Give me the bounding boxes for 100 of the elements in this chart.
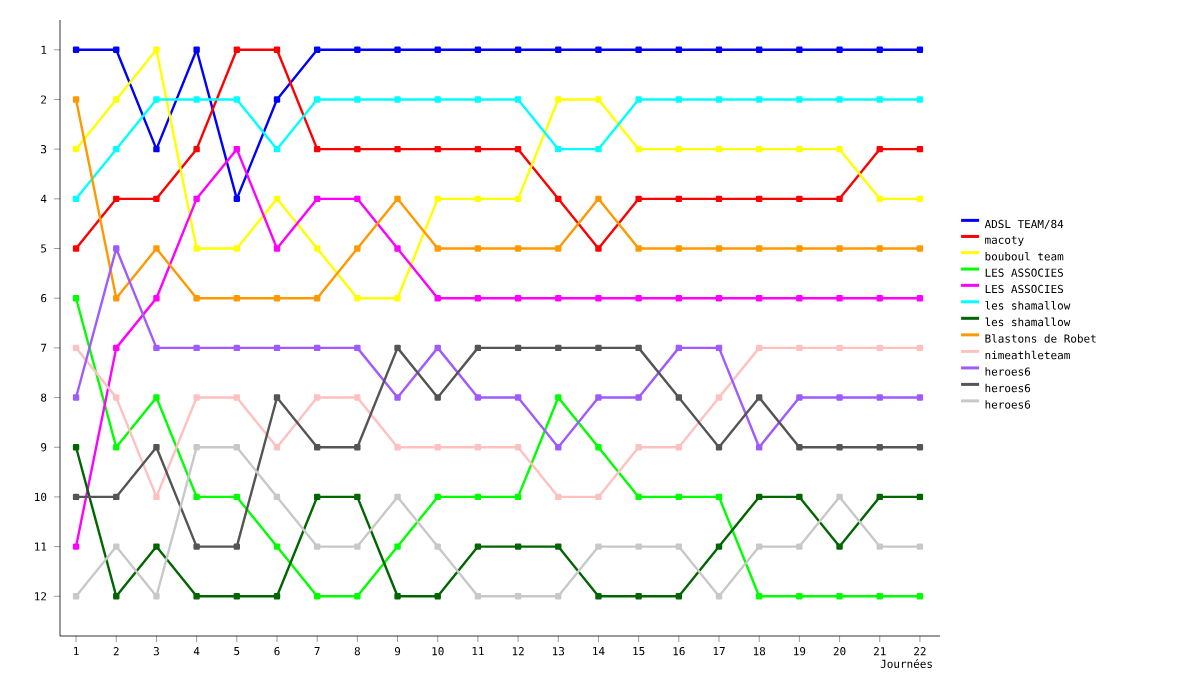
point	[796, 394, 803, 401]
point	[394, 543, 401, 550]
point	[555, 96, 562, 103]
point	[153, 593, 160, 600]
point	[876, 145, 883, 153]
point	[595, 593, 602, 600]
point	[755, 145, 763, 153]
point	[113, 96, 120, 103]
point	[555, 394, 562, 401]
point	[273, 543, 281, 550]
point	[153, 245, 160, 252]
point	[555, 295, 562, 302]
point	[715, 444, 723, 451]
point	[313, 46, 321, 53]
point	[635, 444, 642, 451]
point	[233, 493, 240, 501]
point	[313, 493, 321, 501]
point	[113, 543, 120, 550]
point	[233, 444, 240, 451]
point	[434, 493, 441, 501]
point	[72, 444, 80, 451]
point	[273, 96, 281, 103]
point	[313, 295, 321, 302]
point	[755, 245, 763, 252]
point	[755, 493, 763, 501]
point	[836, 543, 843, 550]
point	[153, 195, 160, 203]
point	[394, 46, 401, 53]
point	[193, 593, 200, 600]
point	[555, 145, 562, 153]
point	[796, 344, 803, 352]
point	[876, 245, 883, 252]
point	[434, 543, 441, 550]
point	[755, 394, 763, 401]
point	[273, 145, 281, 153]
point	[153, 444, 160, 451]
point	[635, 543, 642, 550]
point	[354, 444, 361, 451]
point	[555, 195, 562, 203]
point	[715, 295, 723, 302]
point	[876, 195, 883, 203]
point	[916, 96, 924, 103]
point	[193, 394, 200, 401]
point	[876, 444, 883, 451]
point	[434, 145, 441, 153]
point	[354, 96, 361, 103]
point	[72, 344, 80, 352]
point	[153, 46, 160, 53]
point	[313, 245, 321, 252]
point	[675, 295, 683, 302]
point	[72, 145, 80, 153]
point	[755, 344, 763, 352]
point	[474, 493, 482, 501]
point	[113, 493, 120, 501]
point	[755, 593, 763, 600]
point	[394, 493, 401, 501]
point	[313, 444, 321, 451]
point	[916, 493, 924, 501]
point	[113, 145, 120, 153]
point	[193, 493, 200, 501]
point	[153, 96, 160, 103]
point	[113, 195, 120, 203]
point	[394, 96, 401, 103]
point	[113, 344, 120, 352]
point	[595, 145, 602, 153]
point	[394, 344, 401, 352]
point	[916, 245, 924, 252]
point	[514, 394, 522, 401]
point	[595, 96, 602, 103]
point	[715, 195, 723, 203]
point	[474, 593, 482, 600]
point	[555, 493, 562, 501]
point	[153, 295, 160, 302]
point	[635, 96, 642, 103]
point	[635, 394, 642, 401]
point	[755, 444, 763, 451]
point	[434, 46, 441, 53]
point	[595, 444, 602, 451]
point	[113, 46, 120, 53]
point	[836, 46, 843, 53]
point	[354, 344, 361, 352]
point	[675, 245, 683, 252]
point	[635, 593, 642, 600]
point	[916, 444, 924, 451]
point	[514, 344, 522, 352]
point	[72, 96, 80, 103]
point	[555, 543, 562, 550]
point	[916, 543, 924, 550]
point	[434, 394, 441, 401]
point	[313, 96, 321, 103]
point	[675, 96, 683, 103]
point	[876, 344, 883, 352]
point	[796, 145, 803, 153]
point	[233, 245, 240, 252]
point	[354, 295, 361, 302]
point	[72, 195, 80, 203]
point	[916, 195, 924, 203]
point	[836, 295, 843, 302]
point	[113, 593, 120, 600]
point	[193, 96, 200, 103]
